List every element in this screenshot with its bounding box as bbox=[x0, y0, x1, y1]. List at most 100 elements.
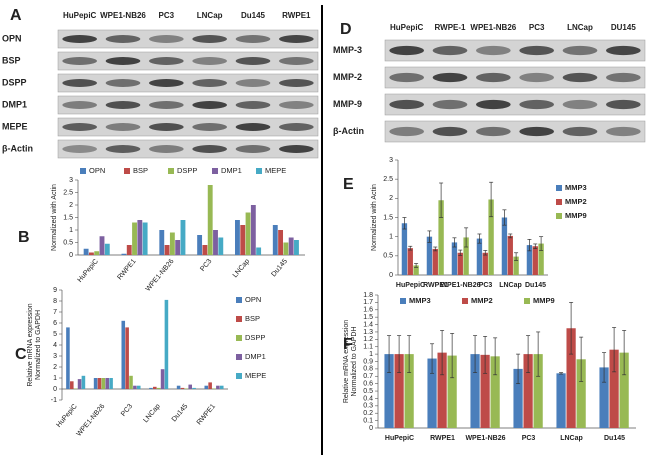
y-tick-label: 0.5 bbox=[363, 388, 373, 395]
bar bbox=[235, 220, 240, 255]
bar bbox=[136, 385, 141, 389]
blot-row-label: DSPP bbox=[2, 77, 27, 87]
y-tick-label: 1 bbox=[53, 375, 57, 382]
lane-label: RWPE1 bbox=[282, 11, 311, 20]
blot-band bbox=[235, 79, 271, 87]
error-bar bbox=[473, 335, 478, 373]
bar bbox=[463, 237, 469, 275]
blot-strip bbox=[57, 29, 319, 49]
y-tick-label: 1.5 bbox=[363, 314, 373, 321]
bar bbox=[83, 248, 89, 255]
blot-band bbox=[149, 145, 184, 153]
y-tick-label: 1.6 bbox=[363, 307, 373, 314]
lane-label: WPE1-NB26 bbox=[100, 11, 146, 20]
error-bar bbox=[452, 237, 457, 248]
bar bbox=[218, 237, 224, 255]
bar bbox=[159, 230, 165, 255]
legend-label: MMP9 bbox=[533, 296, 555, 305]
x-tick-label: RWPE1 bbox=[430, 435, 455, 442]
bar bbox=[216, 385, 220, 389]
bar bbox=[566, 328, 576, 428]
bar bbox=[488, 199, 494, 275]
bar bbox=[619, 352, 629, 428]
panel-letter: D bbox=[340, 21, 352, 38]
bar bbox=[219, 385, 224, 389]
legend-label: OPN bbox=[245, 295, 261, 304]
bar bbox=[413, 265, 419, 275]
error-bar bbox=[430, 343, 435, 374]
bar bbox=[99, 236, 105, 255]
bar bbox=[240, 225, 246, 255]
error-bar bbox=[414, 263, 419, 268]
error-bar bbox=[539, 236, 544, 251]
y-tick-label: 0.8 bbox=[363, 366, 373, 373]
bar bbox=[180, 220, 186, 255]
bar bbox=[482, 252, 488, 275]
y-tick-label: 5 bbox=[53, 331, 57, 338]
bar bbox=[438, 200, 444, 275]
legend-swatch bbox=[124, 168, 130, 174]
y-tick-label: 0.5 bbox=[63, 239, 73, 246]
bar bbox=[204, 385, 209, 389]
y-tick-label: 3 bbox=[389, 157, 393, 164]
bar bbox=[101, 378, 106, 389]
bar bbox=[470, 354, 480, 428]
blot-band bbox=[562, 99, 598, 110]
legend-label: MEPE bbox=[245, 371, 266, 380]
error-bar bbox=[533, 243, 538, 249]
blot-strip bbox=[384, 120, 646, 143]
y-tick-label: 0.7 bbox=[363, 373, 373, 380]
bar bbox=[532, 246, 538, 275]
bar bbox=[73, 388, 78, 389]
y-tick-label: 1.1 bbox=[363, 344, 373, 351]
x-tick-label: Du145 bbox=[604, 435, 625, 442]
bar bbox=[169, 232, 175, 255]
legend-label: MEPE bbox=[265, 166, 286, 175]
bar bbox=[149, 387, 153, 389]
y-tick-label: 0 bbox=[369, 425, 373, 432]
blot-row-label: DMP1 bbox=[2, 99, 27, 109]
x-tick-label: RWPE1 bbox=[423, 282, 448, 289]
error-bar bbox=[439, 182, 444, 218]
y-axis-label: Normalized with Actin bbox=[51, 184, 58, 251]
blot-band bbox=[519, 45, 555, 56]
y-tick-label: 2 bbox=[69, 202, 73, 209]
error-bar bbox=[477, 233, 482, 244]
blot-band bbox=[476, 72, 511, 83]
blot-band bbox=[389, 72, 424, 83]
y-tick-label: 1 bbox=[389, 234, 393, 241]
bar bbox=[125, 327, 129, 389]
bar bbox=[202, 245, 208, 255]
y-tick-label: 0.3 bbox=[363, 403, 373, 410]
bar bbox=[538, 243, 544, 275]
legend-label: DSPP bbox=[177, 166, 197, 175]
blot-band bbox=[149, 57, 184, 65]
bar bbox=[401, 223, 408, 275]
blot-strip bbox=[384, 93, 646, 116]
bar bbox=[132, 222, 137, 255]
bar bbox=[184, 388, 189, 389]
bar bbox=[93, 378, 98, 389]
error-bar bbox=[502, 209, 507, 226]
bar bbox=[526, 245, 533, 275]
bar bbox=[476, 238, 483, 275]
bar bbox=[97, 378, 102, 389]
y-tick-label: 0.1 bbox=[363, 417, 373, 424]
blot-strip bbox=[384, 66, 646, 89]
bar bbox=[404, 354, 414, 428]
bar bbox=[207, 185, 213, 255]
blot-row-label: BSP bbox=[2, 55, 21, 65]
bar bbox=[121, 253, 127, 255]
blot-band bbox=[476, 126, 511, 137]
legend-label: MMP2 bbox=[565, 197, 587, 206]
bar bbox=[523, 354, 533, 428]
bar bbox=[278, 230, 284, 255]
blot-band bbox=[192, 101, 228, 109]
lane-label: WPE1-NB26 bbox=[470, 23, 516, 32]
blot-band bbox=[279, 79, 314, 87]
y-axis-label: Normalized to GAPDH bbox=[351, 326, 358, 396]
y-tick-label: 1.3 bbox=[363, 329, 373, 336]
bar bbox=[394, 354, 404, 428]
blot-row-label: MMP-2 bbox=[333, 72, 362, 82]
legend-label: BSP bbox=[245, 314, 260, 323]
